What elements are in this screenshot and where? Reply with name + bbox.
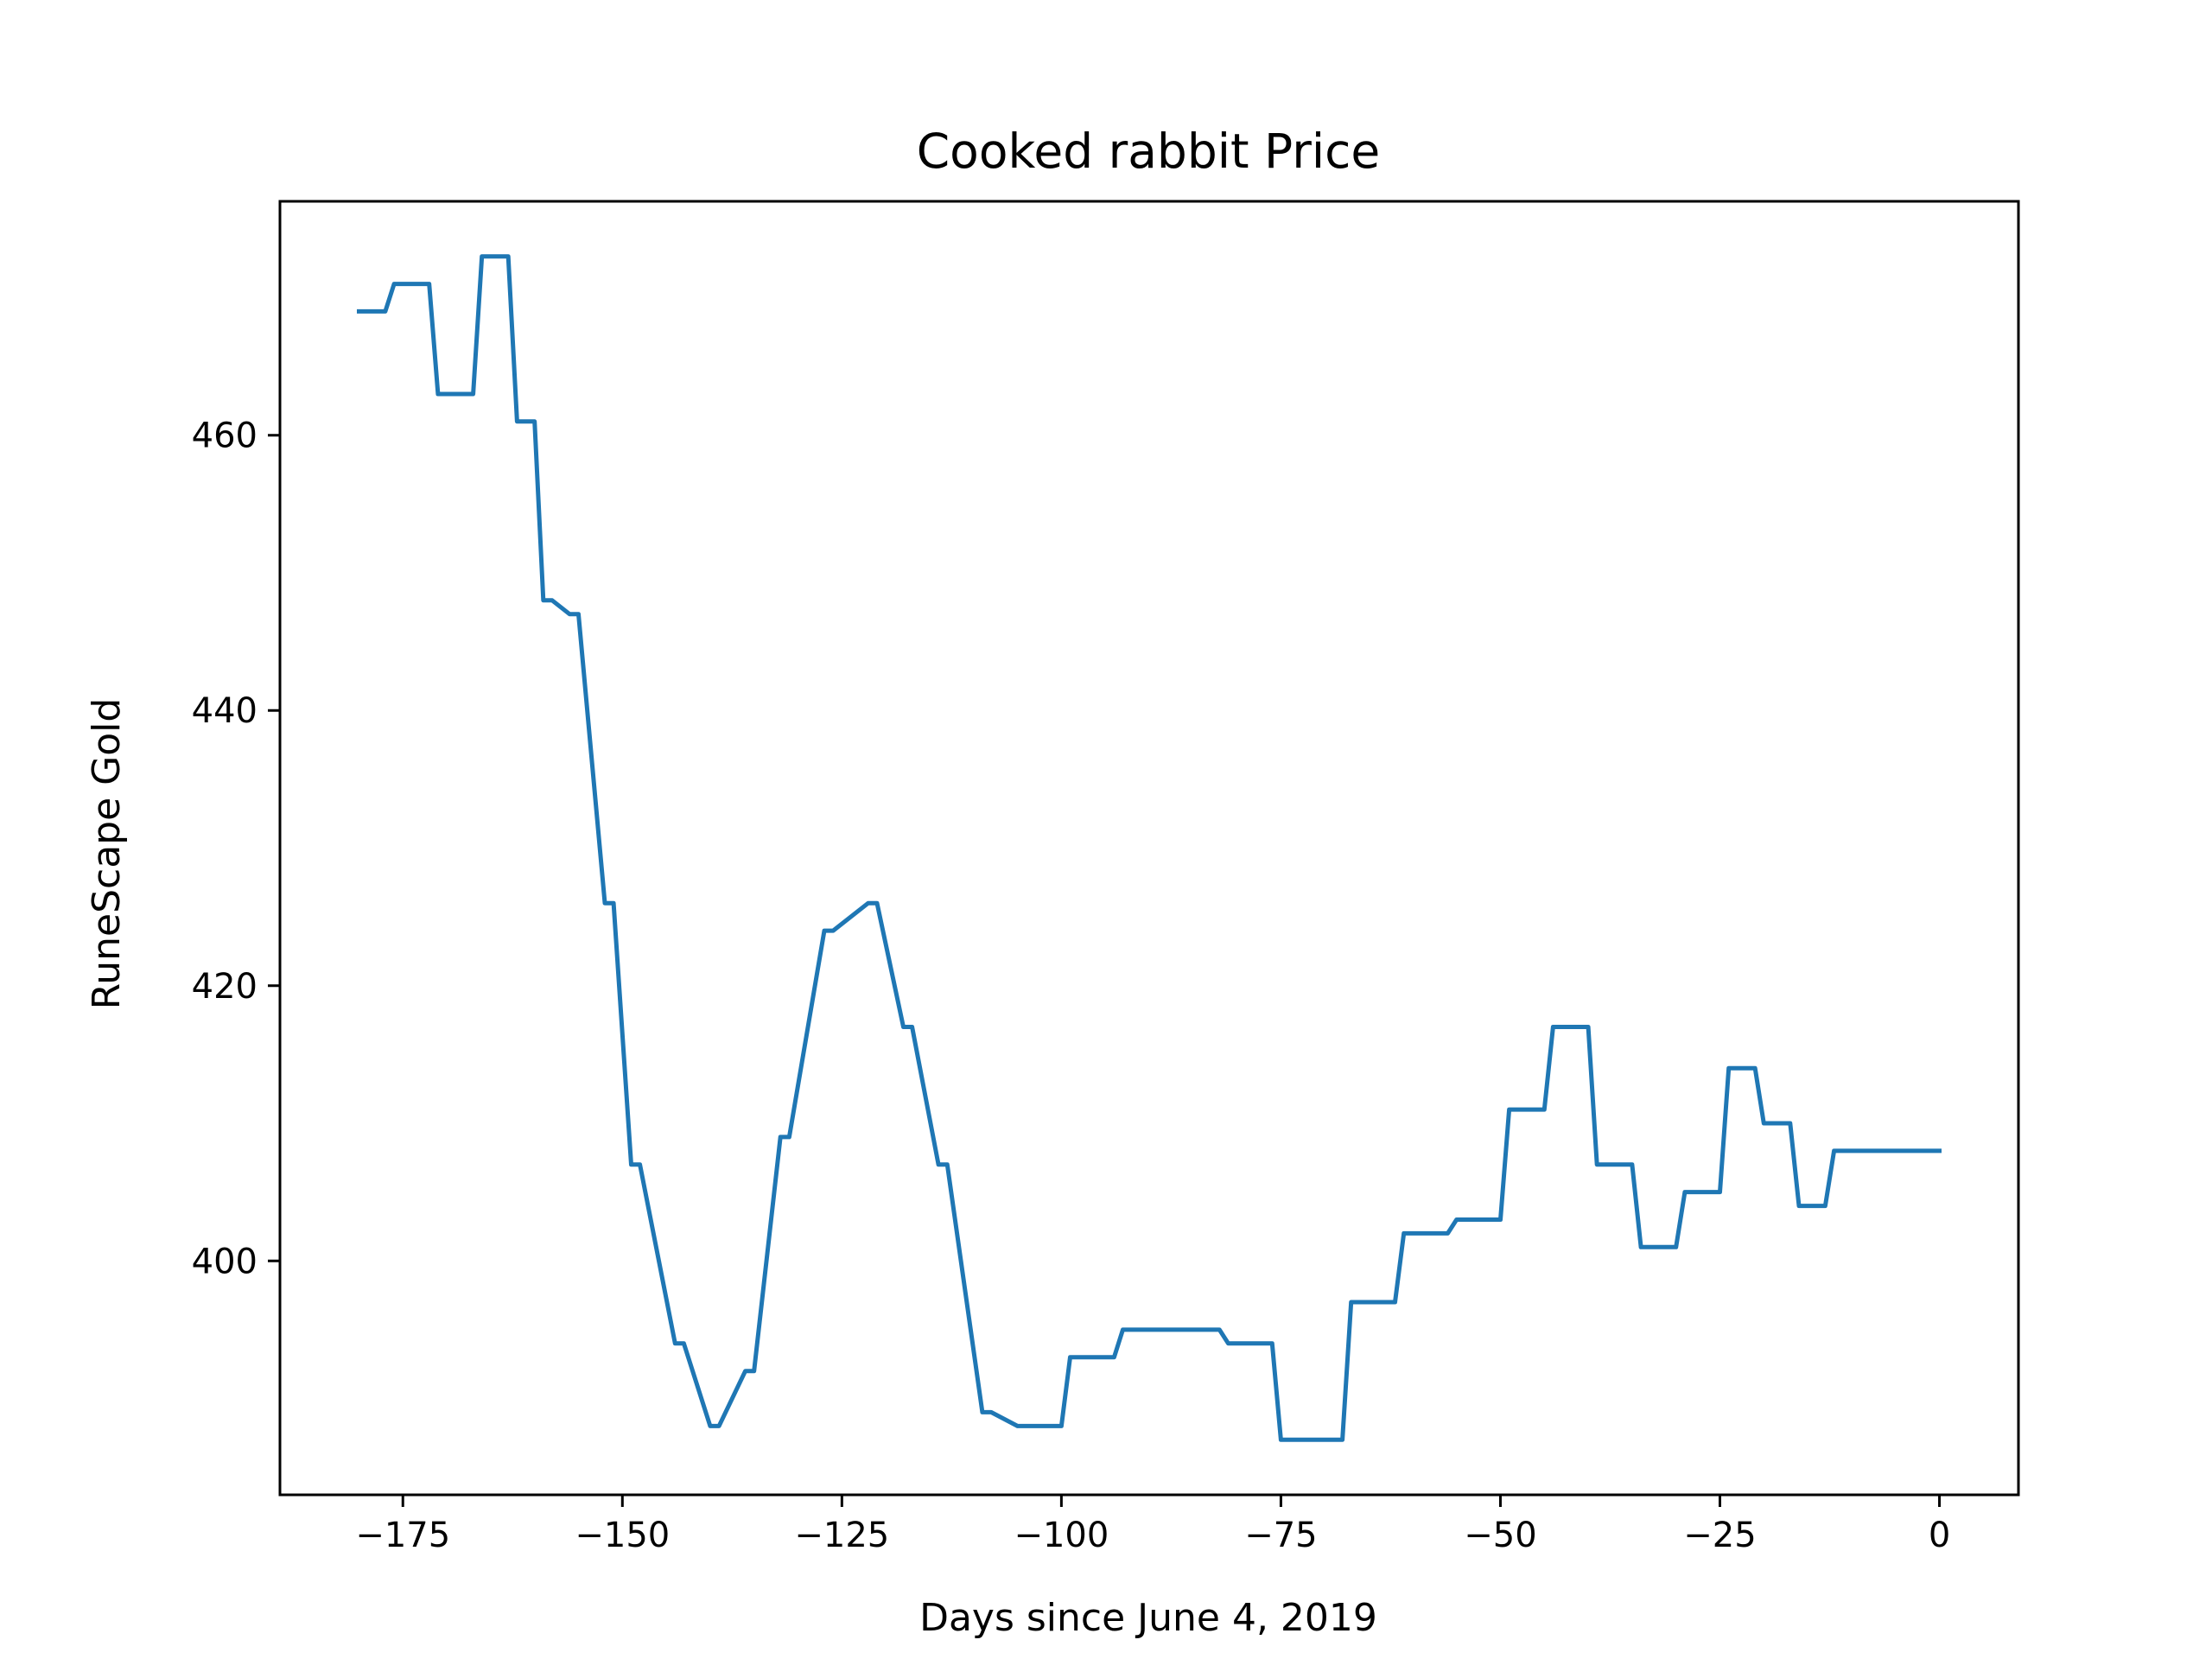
x-tick-label: −150 [575, 1516, 670, 1555]
x-tick-label: −175 [355, 1516, 450, 1555]
y-tick-label: 420 [192, 967, 257, 1007]
chart-title: Cooked rabbit Price [917, 124, 1380, 179]
x-axis-ticks: −175 −150 −125 −100 −75 −50 −25 0 [355, 1495, 1950, 1555]
plot-area [357, 254, 1942, 1442]
y-axis-title: RuneScape Gold [85, 698, 129, 1010]
y-tick-label: 400 [192, 1242, 257, 1281]
y-tick-label: 440 [192, 691, 257, 731]
y-axis-ticks: 400 420 440 460 [192, 416, 280, 1281]
axes-frame [278, 200, 2020, 1497]
price-series-line [357, 254, 1942, 1442]
x-tick-label: −100 [1014, 1516, 1109, 1555]
x-axis-title: Days since June 4, 2019 [919, 1596, 1377, 1640]
x-tick-label: 0 [1929, 1516, 1950, 1555]
x-tick-label: −25 [1683, 1516, 1756, 1555]
x-tick-label: −75 [1244, 1516, 1317, 1555]
x-tick-label: −125 [794, 1516, 889, 1555]
x-tick-label: −50 [1464, 1516, 1536, 1555]
y-tick-label: 460 [192, 416, 257, 456]
